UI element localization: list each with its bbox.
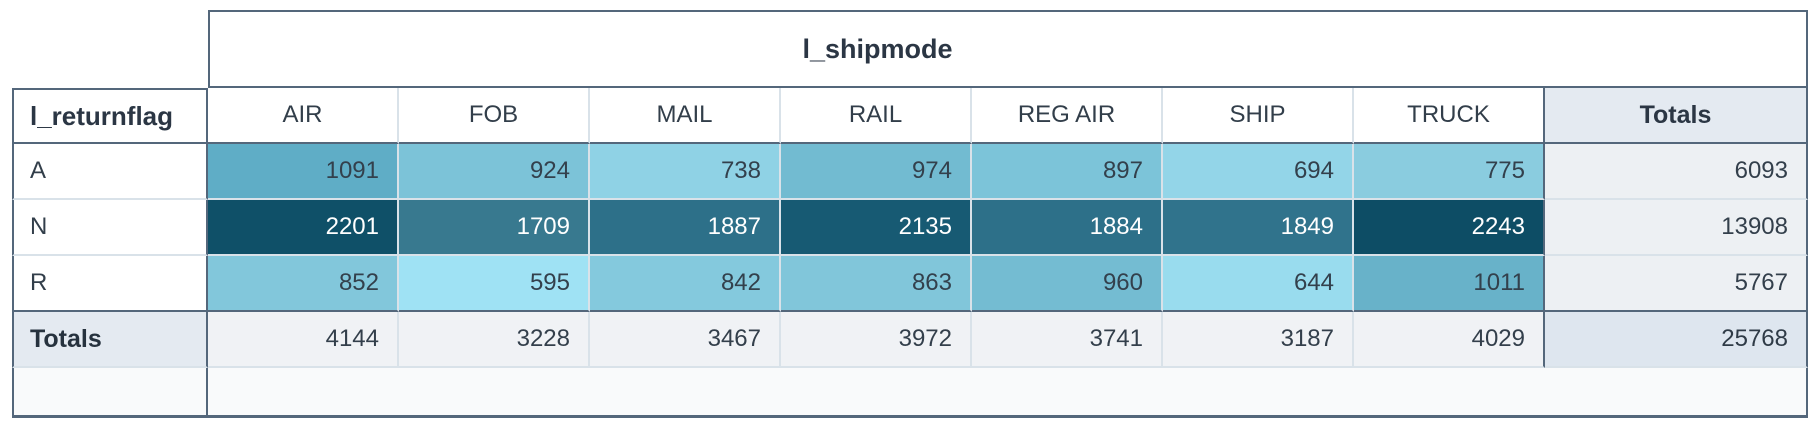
- corner-spacer: [12, 10, 208, 88]
- heat-cell-a-ship[interactable]: 694: [1163, 144, 1354, 200]
- column-dimension-header-cell: l_shipmode: [208, 10, 1808, 88]
- pivot-table: l_shipmode l_returnflag AIR FOB MAIL RAI…: [12, 10, 1808, 418]
- footer-spacer-row: [208, 368, 1808, 418]
- heat-cell-a-air[interactable]: 1091: [208, 144, 399, 200]
- heat-cell-n-ship[interactable]: 1849: [1163, 200, 1354, 256]
- column-total-air[interactable]: 4144: [208, 312, 399, 368]
- column-header-ship[interactable]: SHIP: [1163, 88, 1354, 144]
- heat-cell-r-truck[interactable]: 1011: [1354, 256, 1545, 312]
- heat-cell-n-fob[interactable]: 1709: [399, 200, 590, 256]
- heat-cell-a-mail[interactable]: 738: [590, 144, 781, 200]
- column-total-mail[interactable]: 3467: [590, 312, 781, 368]
- heat-cell-r-ship[interactable]: 644: [1163, 256, 1354, 312]
- column-header-rail[interactable]: RAIL: [781, 88, 972, 144]
- heat-cell-r-mail[interactable]: 842: [590, 256, 781, 312]
- row-label-r[interactable]: R: [12, 256, 208, 312]
- column-total-reg-air[interactable]: 3741: [972, 312, 1163, 368]
- heat-cell-n-rail[interactable]: 2135: [781, 200, 972, 256]
- column-header-truck[interactable]: TRUCK: [1354, 88, 1545, 144]
- row-total-r[interactable]: 5767: [1545, 256, 1808, 312]
- column-header-air[interactable]: AIR: [208, 88, 399, 144]
- column-dimension-label: l_shipmode: [802, 33, 953, 64]
- heat-cell-a-reg-air[interactable]: 897: [972, 144, 1163, 200]
- heat-cell-n-mail[interactable]: 1887: [590, 200, 781, 256]
- column-total-truck[interactable]: 4029: [1354, 312, 1545, 368]
- heat-cell-a-truck[interactable]: 775: [1354, 144, 1545, 200]
- heat-cell-r-fob[interactable]: 595: [399, 256, 590, 312]
- column-total-ship[interactable]: 3187: [1163, 312, 1354, 368]
- row-label-a[interactable]: A: [12, 144, 208, 200]
- row-dimension-label: l_returnflag: [12, 88, 208, 144]
- heat-cell-r-rail[interactable]: 863: [781, 256, 972, 312]
- heat-cell-r-reg-air[interactable]: 960: [972, 256, 1163, 312]
- totals-column-header: Totals: [1545, 88, 1808, 144]
- column-header-mail[interactable]: MAIL: [590, 88, 781, 144]
- footer-spacer-left: [12, 368, 208, 418]
- row-total-a[interactable]: 6093: [1545, 144, 1808, 200]
- heat-cell-a-fob[interactable]: 924: [399, 144, 590, 200]
- heat-cell-n-air[interactable]: 2201: [208, 200, 399, 256]
- row-total-n[interactable]: 13908: [1545, 200, 1808, 256]
- totals-row-label: Totals: [12, 312, 208, 368]
- column-total-fob[interactable]: 3228: [399, 312, 590, 368]
- heat-cell-r-air[interactable]: 852: [208, 256, 399, 312]
- column-header-fob[interactable]: FOB: [399, 88, 590, 144]
- row-label-n[interactable]: N: [12, 200, 208, 256]
- heat-cell-a-rail[interactable]: 974: [781, 144, 972, 200]
- heat-cell-n-truck[interactable]: 2243: [1354, 200, 1545, 256]
- column-total-rail[interactable]: 3972: [781, 312, 972, 368]
- column-header-reg-air[interactable]: REG AIR: [972, 88, 1163, 144]
- grand-total[interactable]: 25768: [1545, 312, 1808, 368]
- heat-cell-n-reg-air[interactable]: 1884: [972, 200, 1163, 256]
